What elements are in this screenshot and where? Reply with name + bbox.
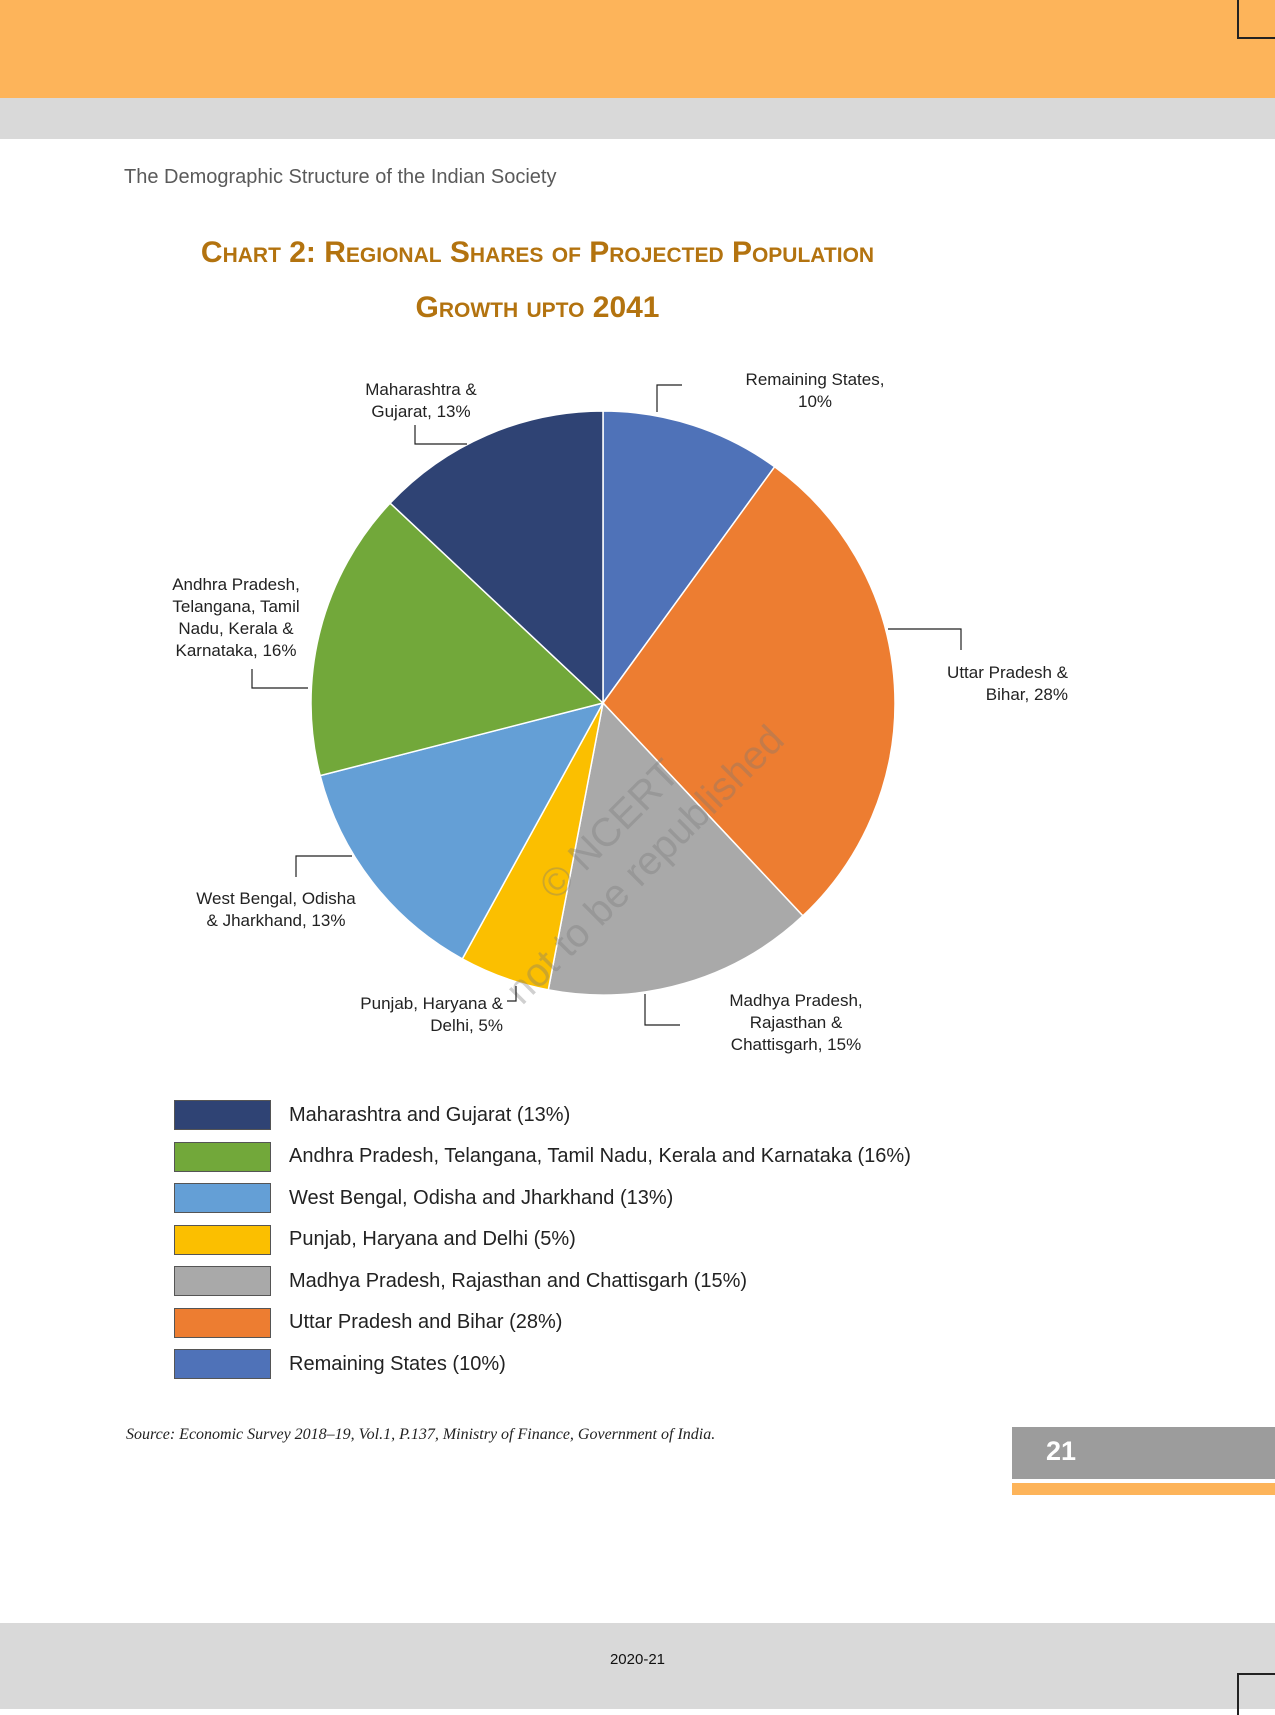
leader-line (295, 855, 352, 877)
data-label-line: Karnataka, 16% (176, 641, 297, 660)
data-label: West Bengal, Odisha & Jharkhand, 13% (196, 889, 356, 930)
data-label-line: Nadu, Kerala & (178, 619, 294, 638)
data-label: Uttar Pradesh & Bihar, 28% (947, 663, 1069, 704)
legend-swatch (174, 1183, 271, 1213)
pie-slice (389, 410, 604, 705)
leader-line (414, 425, 467, 445)
data-label: Remaining States, 10% (746, 370, 885, 411)
data-label: Punjab, Haryana & Delhi, 5% (360, 994, 503, 1035)
running-head: The Demographic Structure of the Indian … (124, 166, 557, 188)
data-label-line: Remaining States, (746, 370, 885, 389)
data-label-line: 10% (798, 392, 832, 411)
pie-slice (547, 701, 804, 996)
legend-swatch (174, 1141, 271, 1172)
crop-mark-top (1237, 0, 1275, 39)
data-label-line: Chattisgarh, 15% (731, 1035, 861, 1054)
data-label-line: Uttar Pradesh & (947, 663, 1069, 682)
legend-label: Andhra Pradesh, Telangana, Tamil Nadu, K… (289, 1145, 911, 1167)
legend-item: Madhya Pradesh, Rajasthan and Chattisgar… (174, 1266, 747, 1296)
leader-line (507, 986, 517, 1002)
data-label-line: Telangana, Tamil (172, 597, 299, 616)
leader-line (888, 628, 962, 650)
data-label-line: Punjab, Haryana & (360, 994, 503, 1013)
leader-line (644, 994, 680, 1026)
chart-title-line1: Chart 2: Regional Shares of Projected Po… (200, 236, 875, 269)
page-number-bar (1012, 1483, 1275, 1495)
data-label: Madhya Pradesh, Rajasthan & Chattisgarh, 1… (729, 991, 862, 1054)
pie-slice (319, 701, 605, 960)
data-label-line: Rajasthan & (750, 1013, 843, 1032)
legend-item: Uttar Pradesh and Bihar (28%) (174, 1307, 563, 1338)
data-label: Maharashtra & Gujarat, 13% (365, 380, 477, 421)
legend-item: Andhra Pradesh, Telangana, Tamil Nadu, K… (174, 1141, 911, 1172)
legend-swatch (174, 1349, 271, 1379)
pie-slice (310, 502, 605, 777)
header-band (0, 0, 1275, 98)
data-label-line: West Bengal, Odisha (196, 889, 356, 908)
data-label: Andhra Pradesh, Telangana, Tamil Nadu, Ker… (172, 575, 300, 660)
legend-swatch (174, 1266, 271, 1296)
page-number-box: 21 (1012, 1427, 1275, 1479)
legend-item: West Bengal, Odisha and Jharkhand (13%) (174, 1183, 673, 1213)
data-label-line: Maharashtra & (365, 380, 477, 399)
pie-slice (602, 410, 776, 706)
footer-year: 2020-21 (609, 1651, 666, 1668)
data-label-line: Bihar, 28% (986, 685, 1068, 704)
legend-item: Maharashtra and Gujarat (13%) (174, 1100, 570, 1130)
legend-swatch (174, 1224, 271, 1255)
legend-label: Maharashtra and Gujarat (13%) (289, 1103, 571, 1126)
footer-band: 2020-21 (0, 1623, 1275, 1709)
pie-slice (602, 465, 896, 917)
legend-item: Punjab, Haryana and Delhi (5%) (174, 1224, 576, 1255)
data-label-line: & Jharkhand, 13% (207, 911, 346, 930)
source-note: Source: Economic Survey 2018–19, Vol.1, … (126, 1426, 716, 1443)
chart-title-line2: Growth upto 2041 (415, 291, 660, 324)
legend-label: Punjab, Haryana and Delhi (5%) (289, 1228, 576, 1250)
legend-item: Remaining States (10%) (174, 1349, 506, 1379)
legend-swatch (174, 1307, 271, 1338)
data-label-line: Delhi, 5% (430, 1016, 503, 1035)
crop-mark-bottom (1237, 1673, 1275, 1715)
legend-label: Madhya Pradesh, Rajasthan and Chattisgar… (289, 1269, 748, 1292)
legend-label: Uttar Pradesh and Bihar (28%) (289, 1311, 563, 1333)
header-gray-band (0, 98, 1275, 139)
legend-label: West Bengal, Odisha and Jharkhand (13%) (289, 1186, 674, 1209)
data-label-line: Andhra Pradesh, (172, 575, 300, 594)
leader-line (251, 669, 308, 689)
legend-label: Remaining States (10%) (289, 1352, 506, 1375)
data-label-line: Gujarat, 13% (371, 402, 470, 421)
leader-line (656, 384, 682, 412)
data-label-line: Madhya Pradesh, (729, 991, 862, 1010)
legend-swatch (174, 1100, 271, 1130)
page-number: 21 (1046, 1436, 1077, 1466)
